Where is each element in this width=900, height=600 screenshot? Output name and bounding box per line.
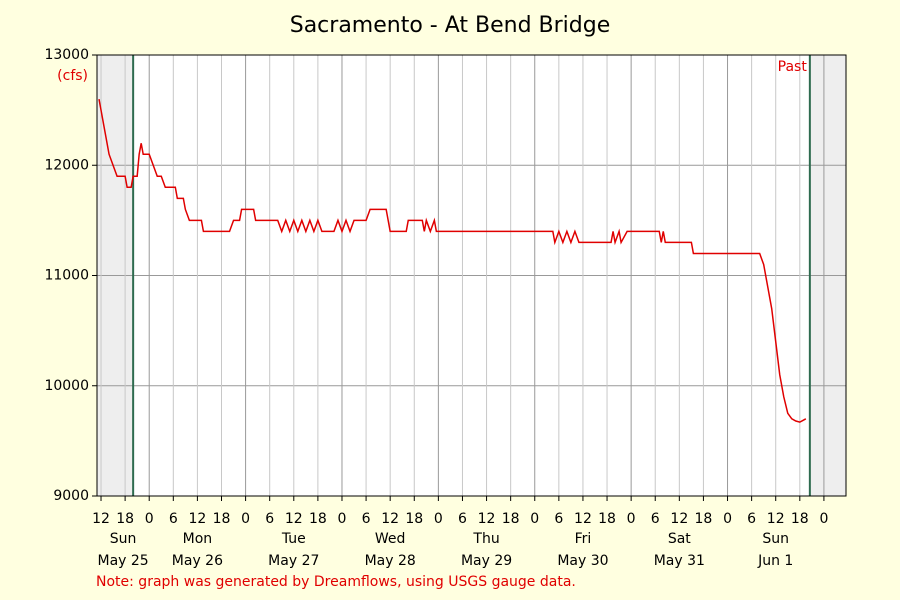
x-tick-label: 12	[767, 511, 785, 527]
day-label: Tue	[281, 531, 306, 547]
x-tick-label: 6	[651, 511, 660, 527]
x-tick-label: 6	[554, 511, 563, 527]
y-tick-label: 13000	[44, 47, 89, 63]
x-tick-label: 18	[116, 511, 134, 527]
x-tick-label: 0	[145, 511, 154, 527]
x-tick-label: 12	[92, 511, 110, 527]
x-tick-label: 12	[285, 511, 303, 527]
date-label: May 28	[365, 553, 416, 569]
day-label: Sun	[110, 531, 137, 547]
y-tick-label: 9000	[53, 488, 89, 504]
day-label: Sat	[668, 531, 691, 547]
x-tick-label: 12	[478, 511, 496, 527]
date-label: May 26	[172, 553, 223, 569]
day-label: Fri	[575, 531, 592, 547]
date-label: Jun 1	[757, 553, 793, 569]
date-label: May 29	[461, 553, 512, 569]
x-tick-label: 0	[627, 511, 636, 527]
x-tick-label: 6	[169, 511, 178, 527]
x-tick-label: 18	[309, 511, 327, 527]
x-tick-label: 0	[434, 511, 443, 527]
x-tick-label: 12	[188, 511, 206, 527]
x-tick-label: 0	[338, 511, 347, 527]
flow-line	[98, 98, 807, 423]
x-tick-label: 6	[362, 511, 371, 527]
x-tick-label: 18	[502, 511, 520, 527]
date-label: May 25	[97, 553, 148, 569]
x-tick-label: 18	[598, 511, 616, 527]
x-tick-label: 6	[265, 511, 274, 527]
y-tick-label: 11000	[44, 268, 89, 284]
plot-frame	[96, 54, 847, 497]
x-tick-label: 0	[241, 511, 250, 527]
x-tick-label: 18	[791, 511, 809, 527]
x-tick-label: 6	[747, 511, 756, 527]
day-label: Sun	[762, 531, 789, 547]
date-label: May 27	[268, 553, 319, 569]
y-unit: (cfs)	[57, 68, 88, 84]
x-tick-label: 18	[695, 511, 713, 527]
x-tick-label: 12	[381, 511, 399, 527]
x-tick-label: 18	[213, 511, 231, 527]
x-tick-label: 12	[670, 511, 688, 527]
date-label: May 31	[654, 553, 705, 569]
chart-title: Sacramento - At Bend Bridge	[290, 13, 611, 38]
day-label: Thu	[472, 531, 499, 547]
day-label: Wed	[375, 531, 406, 547]
x-tick-label: 0	[723, 511, 732, 527]
x-tick-label: 0	[819, 511, 828, 527]
x-tick-label: 0	[530, 511, 539, 527]
y-tick-label: 10000	[44, 378, 89, 394]
x-tick-label: 18	[405, 511, 423, 527]
y-tick-label: 12000	[44, 157, 89, 173]
x-tick-label: 12	[574, 511, 592, 527]
note: Note: graph was generated by Dreamflows,…	[96, 574, 576, 590]
day-label: Mon	[183, 531, 213, 547]
x-tick-label: 6	[458, 511, 467, 527]
date-label: May 30	[557, 553, 608, 569]
past-label: Past	[778, 59, 808, 75]
